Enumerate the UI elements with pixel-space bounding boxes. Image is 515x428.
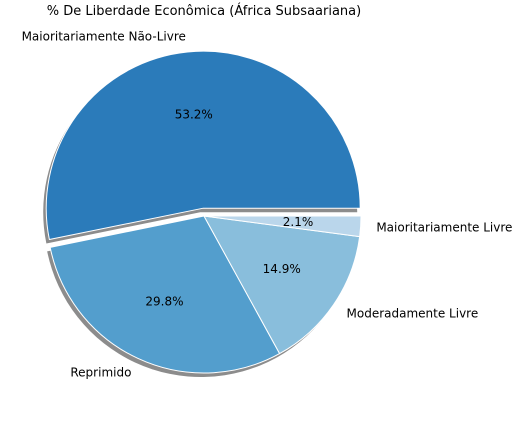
pie-wedges — [45, 50, 362, 374]
slice-label-reprimido: Reprimido — [70, 366, 131, 380]
slice-label-maioritariamente-nao-livre: Maioritariamente Não-Livre — [22, 29, 186, 43]
pie-slice-moderadamente-livre — [203, 215, 361, 355]
slice-label-maioritariamente-livre: Maioritariamente Livre — [376, 220, 512, 234]
pct-label-maioritariamente-nao-livre: 53.2% — [175, 107, 213, 121]
pct-label-moderadamente-livre: 14.9% — [263, 262, 301, 276]
slice-label-moderadamente-livre: Moderadamente Livre — [347, 307, 479, 321]
pie-labels: 53.2% Maioritariamente Não-Livre 29.8% Repr… — [22, 29, 513, 379]
pct-label-reprimido: 29.8% — [145, 294, 183, 308]
pct-label-maioritariamente-livre: 2.1% — [283, 215, 314, 229]
chart-title: % De Liberdade Econômica (África Subsaar… — [46, 4, 362, 19]
pie-slice-maioritariamente-livre — [203, 215, 362, 238]
pie-slice-reprimido — [49, 215, 281, 374]
pie-slice-maioritariamente-nao-livre — [45, 50, 361, 241]
